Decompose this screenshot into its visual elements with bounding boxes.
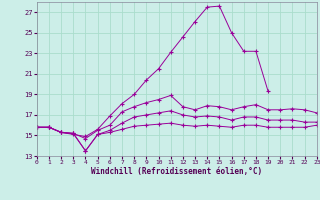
- X-axis label: Windchill (Refroidissement éolien,°C): Windchill (Refroidissement éolien,°C): [91, 167, 262, 176]
